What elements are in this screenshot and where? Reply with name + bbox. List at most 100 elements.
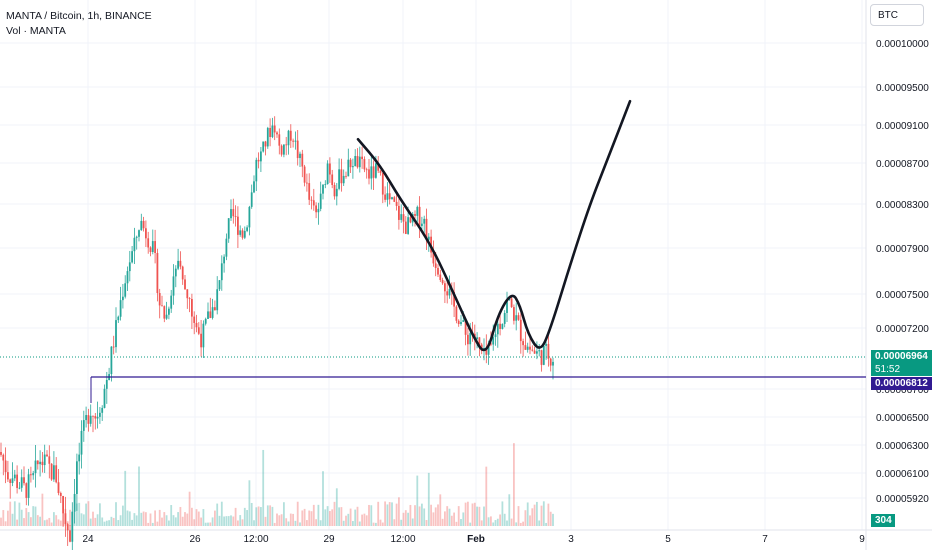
candle-body [124,283,127,297]
volume-bar [89,518,92,526]
candle-body [409,217,412,223]
candle-body [545,343,547,346]
volume-bar [207,522,209,526]
candle-body [326,163,329,185]
level-price-tag: 0.00006812 [871,377,932,390]
volume-bar [193,519,196,526]
candle-body [427,236,430,240]
volume-bar [264,516,267,526]
volume-bar [287,521,290,526]
candle-body [349,159,352,168]
volume-bar [122,505,124,526]
candle-body [317,208,320,213]
candle-body [59,493,62,497]
volume-bar [370,505,373,526]
candle-body [549,358,552,366]
volume-bar [549,511,552,526]
candle-body [287,130,290,146]
candle-body [232,209,235,217]
volume-bar [145,512,147,526]
candle-body [257,159,260,162]
candle-body [172,276,175,296]
candle-body [499,323,501,329]
volume-bar [204,522,207,526]
candle-body [211,307,214,318]
volume-bar [76,503,78,526]
price-tick-label: 0.00006100 [876,469,929,480]
candle-body [266,127,269,147]
candle-body [117,316,120,321]
volume-bar [55,515,58,526]
candle-body [329,163,331,175]
volume-bar [356,506,359,526]
candle-body [220,263,223,281]
volume-bar [103,521,106,526]
candle-body [165,314,168,319]
candle-body [230,209,232,219]
volume-bar [434,507,437,526]
volume-bar [23,518,25,526]
candle-body [253,181,255,193]
candle-body [250,192,253,207]
volume-bar [303,508,306,526]
volume-bar [117,520,120,526]
currency-button[interactable]: BTC [870,4,924,26]
volume-bar [9,501,12,526]
candle-body [292,140,294,142]
candle-body [101,407,104,413]
volume-bar [131,519,133,526]
candle-body [494,334,497,338]
candle-body [478,337,481,345]
volume-bar [177,512,179,526]
candle-body [404,221,407,234]
volume-bar [533,504,536,526]
candle-body [296,140,299,159]
volume-bar [329,511,331,526]
candle-body [96,416,99,419]
volume-bar [296,501,299,526]
candle-body [363,159,366,170]
candle-body [519,319,522,342]
chart-legend: MANTA / Bitcoin, 1h, BINANCE Vol · MANTA [6,9,152,39]
volume-bar [331,509,334,526]
candle-body [105,379,108,389]
candle-body [437,267,439,275]
time-tick-label: 12:00 [243,534,268,545]
candle-body [453,291,455,307]
volume-bar [41,493,44,526]
volume-bar [393,519,396,526]
candle-body [87,415,90,424]
candle-body [154,241,156,253]
volume-bar [478,506,481,526]
volume-bar [234,507,237,526]
trend-drawing [356,99,632,352]
volume-bar [172,515,175,526]
volume-bar [223,516,225,526]
candle-body [280,145,283,155]
volume-bar [48,517,51,526]
price-tick-label: 0.00007500 [876,290,929,301]
candle-body [34,460,37,474]
volume-bar [218,515,221,526]
candle-body [43,454,46,466]
candle-body [103,388,106,408]
volume-bar [499,514,501,526]
volume-bar [409,504,412,526]
candle-body [27,474,30,498]
candle-body [237,216,239,235]
candle-body [444,283,446,292]
candle-body [391,197,393,200]
candle-body [506,300,508,313]
candle-body [441,279,444,284]
candle-body [377,163,380,171]
candle-body [434,263,437,268]
candle-body [476,337,478,339]
candle-body [149,247,152,252]
candle-body [398,205,400,220]
volume-bar [124,470,127,526]
candle-body [62,496,64,514]
candle-body [225,238,228,257]
volume-bar [266,505,269,526]
candle-body [36,460,39,465]
